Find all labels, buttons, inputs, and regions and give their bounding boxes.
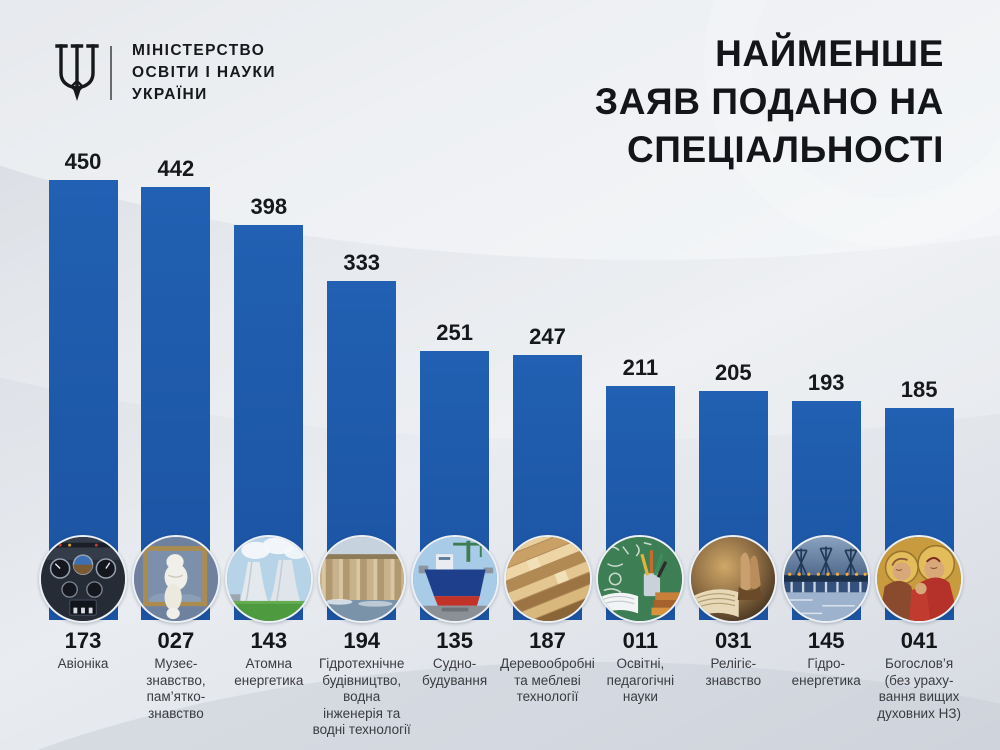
praying-hands-book-photo (689, 535, 778, 623)
bar-value-label: 193 (807, 370, 845, 395)
lumber-stack-photo (503, 535, 592, 623)
specialty-name: Гідро- енергетика (791, 656, 861, 688)
specialty-code: 031 (714, 628, 752, 653)
nuclear-cooling-towers-photo (224, 535, 313, 623)
bar-value-label: 247 (529, 324, 566, 349)
cockpit-avionics-photo (39, 535, 127, 623)
bar-value-label: 205 (714, 360, 752, 385)
chart-column: 211 011 Освітні, педагогічні науки (594, 0, 687, 750)
specialty-name: Музеє- знавство, пам’ятко- знавство (146, 656, 206, 721)
ministry-name: МІНІСТЕРСТВО ОСВІТИ І НАУКИ УКРАЇНИ (132, 40, 276, 106)
page-title: НАЙМЕНШЕ ЗАЯВ ПОДАНО НА СПЕЦІАЛЬНОСТІ (595, 30, 944, 174)
chart-column: 398 143 Атомна енергетика (222, 0, 315, 750)
bar-value-label: 185 (900, 377, 938, 402)
specialty-code: 135 (436, 628, 473, 653)
page-title-line: ЗАЯВ ПОДАНО НА (594, 81, 944, 122)
chart-column: 247 187 Деревообробні та меблеві технологі… (500, 0, 595, 750)
specialty-name: Атомна енергетика (234, 656, 304, 688)
specialty-code: 187 (529, 628, 566, 653)
page-title-line: НАЙМЕНШЕ (715, 33, 944, 74)
specialty-name: Релігіє- знавство (705, 656, 762, 688)
specialty-name: Богослов’я (без ураху- вання вищих духов… (877, 656, 961, 721)
specialty-code: 194 (343, 628, 381, 653)
specialty-code: 011 (622, 628, 659, 653)
ministry-name-line: МІНІСТЕРСТВО (132, 42, 266, 59)
concrete-dam-photo (317, 535, 406, 623)
specialty-name: Гідротехнічне будівництво, водна інженер… (312, 656, 411, 737)
specialty-name: Судно- будування (422, 656, 488, 688)
chart-column: 251 135 Судно- будування (408, 0, 501, 750)
specialty-code: 041 (900, 628, 938, 653)
chart-column: 193 145 Гідро- енергетика (780, 0, 873, 750)
cargo-ship-photo (410, 535, 499, 623)
logo-divider (110, 46, 112, 100)
sculpture-museum-photo (131, 535, 220, 623)
chart-column: 333 194 Гідротехнічне будівництво, водна і… (313, 0, 411, 750)
chalkboard-classroom-photo (596, 535, 685, 623)
orthodox-icon-painting-photo (875, 535, 964, 623)
chart-column: 442 027 Музеє- знавство, пам’ятко- знавств… (129, 0, 222, 750)
ministry-logo: МІНІСТЕРСТВО ОСВІТИ І НАУКИ УКРАЇНИ (53, 40, 276, 106)
chart-column: 205 031 Релігіє- знавство (687, 0, 780, 750)
specialty-name: Освітні, педагогічні науки (606, 656, 675, 704)
bar-value-label: 211 (622, 355, 659, 380)
specialty-code: 027 (157, 628, 195, 653)
specialty-code: 145 (807, 628, 845, 653)
hydro-power-dam-night-photo (782, 535, 871, 623)
specialty-name: Авіоніка (57, 656, 109, 671)
ministry-name-line: ОСВІТИ І НАУКИ (132, 64, 276, 81)
page-title-line: СПЕЦІАЛЬНОСТІ (626, 129, 944, 170)
bar-value-label: 251 (436, 320, 473, 345)
specialty-name: Деревообробні та меблеві технології (500, 656, 595, 704)
specialty-code: 173 (64, 628, 102, 653)
bar-value-label: 442 (157, 156, 195, 181)
bar-value-label: 398 (250, 194, 288, 219)
chart-column: 450 173 Авіоніка (37, 0, 130, 750)
tryzub-trident-icon (53, 41, 101, 105)
chart-column: 185 041 Богослов’я (без ураху- вання вищих… (873, 0, 966, 750)
specialty-code: 143 (250, 628, 288, 653)
bar-value-label: 333 (343, 250, 381, 275)
bar-value-label: 450 (64, 149, 102, 174)
ministry-name-line: УКРАЇНИ (132, 86, 208, 103)
